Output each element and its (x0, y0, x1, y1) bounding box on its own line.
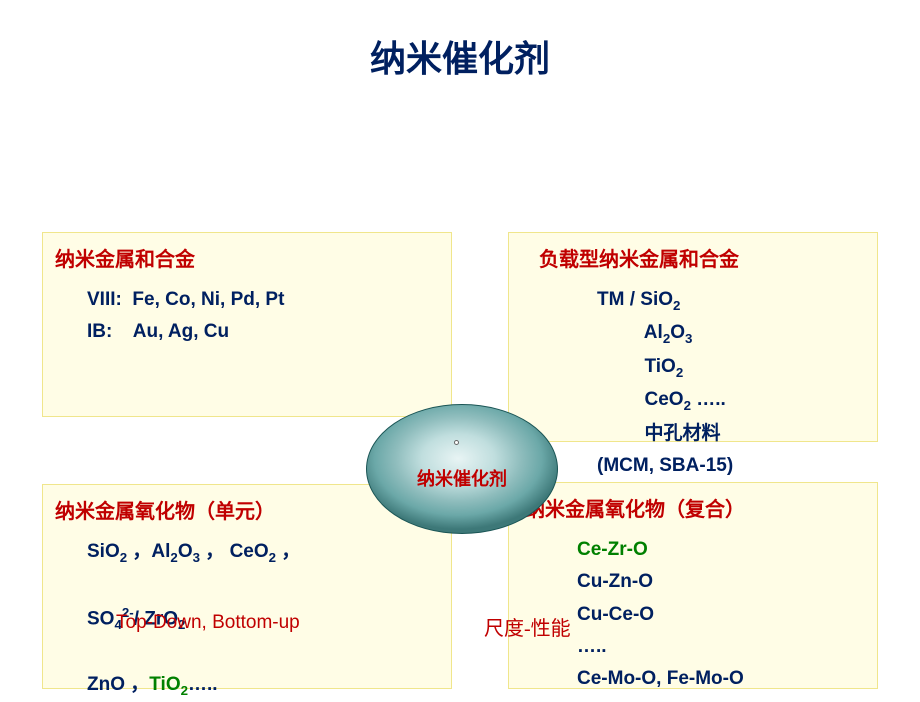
center-oval: 纳米催化剂 (366, 404, 558, 534)
box-br-content: Ce-Zr-OCu-Zn-OCu-Ce-O…..Ce-Mo-O, Fe-Mo-O (521, 534, 865, 695)
box-br-header: 纳米金属氧化物（复合） (521, 493, 865, 522)
content-line (87, 636, 439, 668)
content-line: Cu-Zn-O (577, 566, 865, 598)
content-line: TM / SiO2 (597, 284, 865, 317)
content-line (87, 569, 439, 601)
content-line: IB: Au, Ag, Cu (87, 316, 439, 348)
page-title: 纳米催化剂 (0, 0, 920, 102)
content-line: Cu-Ce-O (577, 599, 865, 631)
content-line: ZnO ，TiO2….. (87, 669, 439, 702)
content-line: SiO2 ，Al2O3 ， CeO2 ， (87, 536, 439, 569)
footer-left-label: Top-Down, Bottom-up (116, 612, 300, 634)
box-oxides-composite: 纳米金属氧化物（复合） Ce-Zr-OCu-Zn-OCu-Ce-O…..Ce-M… (508, 482, 878, 689)
content-line: 中孔材料 (597, 418, 865, 450)
content-line: Ce-Zr-O (577, 534, 865, 566)
content-line: ….. (577, 631, 865, 663)
content-line: (MCM, SBA-15) (597, 450, 865, 482)
content-line: Ce-Mo-O, Fe-Mo-O (577, 663, 865, 695)
box-metals-alloys: 纳米金属和合金 VIII: Fe, Co, Ni, Pd, PtIB: Au, … (42, 232, 452, 417)
highlight-dot-icon (454, 440, 459, 445)
content-line: CeO2 ….. (597, 384, 865, 417)
content-line: VIII: Fe, Co, Ni, Pd, Pt (87, 284, 439, 316)
box-oxides-single: 纳米金属氧化物（单元） SiO2 ，Al2O3 ， CeO2 ， SO42-/ … (42, 484, 452, 689)
content-line: TiO2 (597, 351, 865, 384)
box-tr-content: TM / SiO2 Al2O3 TiO2 CeO2 ….. 中孔材料(MCM, … (521, 284, 865, 482)
content-line: Al2O3 (597, 317, 865, 350)
box-supported-metals: 负载型纳米金属和合金 TM / SiO2 Al2O3 TiO2 CeO2 …..… (508, 232, 878, 442)
footer-right-label: 尺度-性能 (484, 612, 571, 641)
center-oval-label: 纳米催化剂 (417, 465, 507, 491)
box-tl-header: 纳米金属和合金 (55, 243, 439, 272)
box-tr-header: 负载型纳米金属和合金 (521, 243, 865, 272)
box-tl-content: VIII: Fe, Co, Ni, Pd, PtIB: Au, Ag, Cu (55, 284, 439, 349)
